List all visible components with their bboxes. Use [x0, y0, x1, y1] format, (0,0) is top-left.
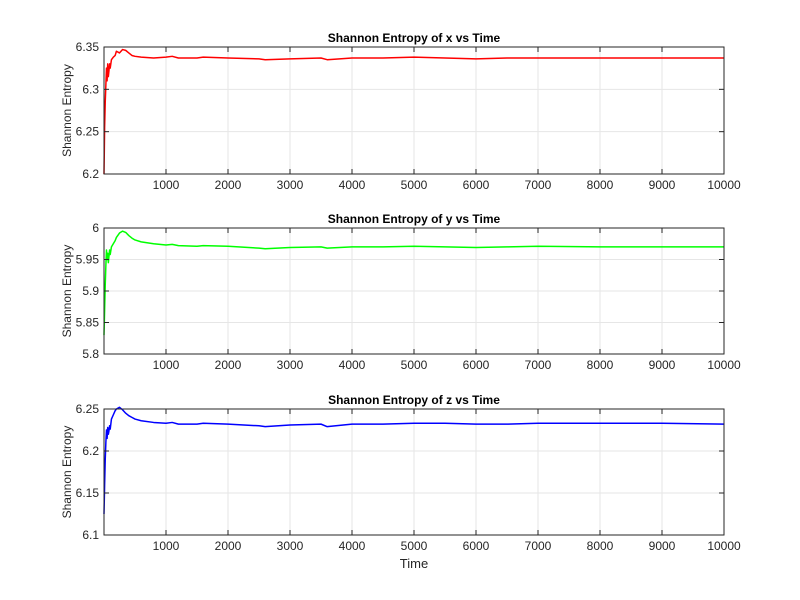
- x-tick-label: 5000: [401, 539, 428, 553]
- x-tick-label: 10000: [707, 178, 741, 192]
- x-tick-label: 2000: [215, 178, 242, 192]
- x-tick-label: 7000: [525, 358, 552, 372]
- y-tick-label: 5.9: [82, 284, 99, 298]
- x-tick-label: 9000: [649, 539, 676, 553]
- series-line: [103, 230, 724, 336]
- x-tick-label: 10000: [707, 539, 741, 553]
- x-tick-label: 2000: [215, 539, 242, 553]
- subplot-1: 1000 2000 3000 4000 5000 6000 7000 8000 9000 1000…: [60, 31, 741, 192]
- y-tick-label: 6.1: [82, 528, 99, 542]
- x-tick-label: 5000: [401, 178, 428, 192]
- y-tick-label: 5.8: [82, 347, 99, 361]
- x-tick-label: 8000: [587, 178, 614, 192]
- x-tick-label: 9000: [649, 178, 676, 192]
- x-tick-label: 6000: [463, 178, 490, 192]
- x-tick-label: 10000: [707, 358, 741, 372]
- y-axis-label: Shannon Entropy: [60, 426, 74, 519]
- chart-title: Shannon Entropy of z vs Time: [328, 393, 500, 407]
- y-tick-label: 6.3: [82, 82, 99, 96]
- x-axis-label: Time: [400, 556, 428, 571]
- x-tick-label: 8000: [587, 358, 614, 372]
- x-tick-label: 3000: [277, 539, 304, 553]
- y-tick-label: 6.2: [82, 444, 99, 458]
- series-line: [103, 48, 724, 175]
- y-tick-label: 5.85: [76, 316, 100, 330]
- x-tick-label: 7000: [525, 539, 552, 553]
- x-tick-label: 3000: [277, 178, 304, 192]
- x-tick-label: 4000: [339, 358, 366, 372]
- y-axis-label: Shannon Entropy: [60, 64, 74, 157]
- x-tick-label: 4000: [339, 539, 366, 553]
- y-tick-label: 6.2: [82, 167, 99, 181]
- y-tick-label: 6.15: [76, 486, 100, 500]
- chart-title: Shannon Entropy of x vs Time: [328, 31, 501, 45]
- x-tick-label: 5000: [401, 358, 428, 372]
- y-tick-label: 6: [92, 221, 99, 235]
- x-tick-label: 4000: [339, 178, 366, 192]
- x-tick-label: 1000: [153, 358, 180, 372]
- x-tick-label: 6000: [463, 358, 490, 372]
- y-axis-label: Shannon Entropy: [60, 245, 74, 338]
- y-tick-label: 6.25: [76, 125, 100, 139]
- x-tick-label: 9000: [649, 358, 676, 372]
- series-line: [103, 406, 725, 515]
- chart-title: Shannon Entropy of y vs Time: [328, 212, 501, 226]
- y-tick-label: 6.25: [76, 402, 100, 416]
- x-tick-label: 1000: [153, 539, 180, 553]
- x-tick-label: 7000: [525, 178, 552, 192]
- x-tick-label: 3000: [277, 358, 304, 372]
- y-tick-label: 5.95: [76, 253, 100, 267]
- subplot-2: 1000 2000 3000 4000 5000 6000 7000 8000 9000 1000…: [60, 212, 741, 372]
- y-tick-label: 6.35: [76, 40, 100, 54]
- x-tick-label: 6000: [463, 539, 490, 553]
- x-tick-label: 8000: [587, 539, 614, 553]
- x-tick-label: 1000: [153, 178, 180, 192]
- x-tick-label: 2000: [215, 358, 242, 372]
- subplot-3: 1000 2000 3000 4000 5000 6000 7000 8000 9000 1000…: [60, 393, 741, 571]
